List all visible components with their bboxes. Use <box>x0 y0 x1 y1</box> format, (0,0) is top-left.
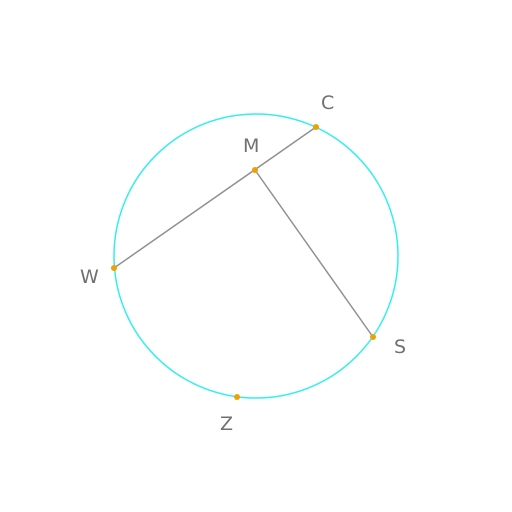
point-z <box>234 394 240 400</box>
label-w: W <box>80 266 99 288</box>
label-s: S <box>394 336 406 358</box>
label-c: C <box>321 92 334 114</box>
point-m <box>252 167 258 173</box>
label-z: Z <box>220 413 233 435</box>
circle <box>113 113 399 399</box>
point-s <box>370 334 376 340</box>
segment-w-c <box>113 126 317 269</box>
point-w <box>111 265 117 271</box>
label-m: M <box>243 135 259 157</box>
point-c <box>313 124 319 130</box>
segment-m-s <box>254 169 374 338</box>
